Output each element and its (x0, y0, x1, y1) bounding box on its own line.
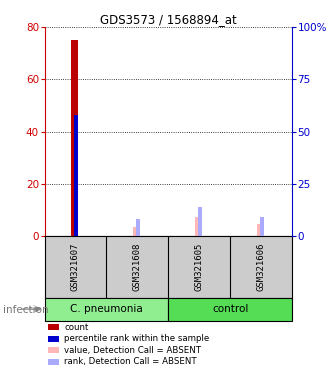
Text: value, Detection Call = ABSENT: value, Detection Call = ABSENT (64, 346, 201, 355)
Text: GSM321606: GSM321606 (257, 243, 266, 291)
Text: count: count (64, 323, 89, 332)
Text: rank, Detection Call = ABSENT: rank, Detection Call = ABSENT (64, 357, 197, 366)
Bar (198, 207, 202, 236)
Text: C. pneumonia: C. pneumonia (70, 304, 143, 314)
Bar (195, 217, 202, 236)
Text: control: control (212, 304, 248, 314)
Bar (71, 40, 79, 236)
Text: GSM321607: GSM321607 (71, 243, 80, 291)
Text: GSM321608: GSM321608 (133, 243, 142, 291)
Text: GSM321605: GSM321605 (195, 243, 204, 291)
Bar (260, 217, 264, 236)
Text: infection: infection (3, 305, 49, 315)
Bar (257, 224, 264, 236)
Bar (136, 219, 140, 236)
Title: GDS3573 / 1568894_at: GDS3573 / 1568894_at (100, 13, 237, 26)
Bar (74, 115, 78, 236)
Text: percentile rank within the sample: percentile rank within the sample (64, 334, 210, 343)
Bar (133, 227, 140, 236)
Bar (168, 298, 292, 321)
Bar (45, 298, 168, 321)
